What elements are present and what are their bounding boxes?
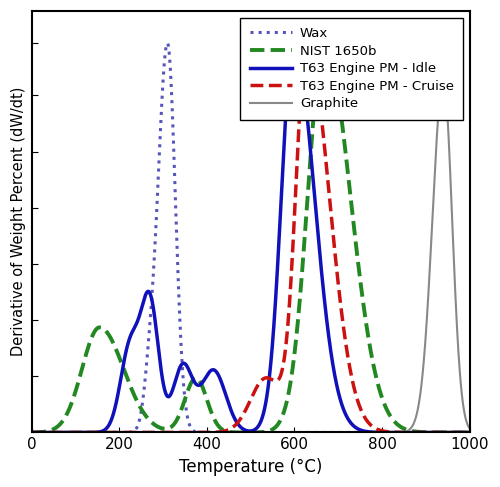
Line: T63 Engine PM - Cruise: T63 Engine PM - Cruise	[32, 43, 469, 432]
T63 Engine PM - Cruise	[187, 430, 193, 435]
NIST 1650b	[321, 40, 327, 46]
Wax	[354, 430, 360, 435]
T63 Engine PM - Cruise	[307, 45, 313, 51]
T63 Engine PM - Idle	[354, 425, 360, 431]
T63 Engine PM - Idle	[187, 370, 193, 376]
NIST 1650b	[187, 382, 193, 388]
T63 Engine PM - Idle	[307, 143, 313, 149]
T63 Engine PM - Cruise	[466, 430, 472, 435]
Line: T63 Engine PM - Idle: T63 Engine PM - Idle	[32, 43, 469, 432]
NIST 1650b	[50, 426, 56, 432]
Wax	[377, 430, 383, 435]
Wax	[164, 40, 170, 46]
NIST 1650b	[288, 378, 294, 384]
NIST 1650b	[307, 161, 313, 167]
Graphite	[28, 430, 34, 435]
T63 Engine PM - Idle	[466, 430, 472, 435]
T63 Engine PM - Idle	[28, 430, 34, 435]
Wax	[466, 430, 472, 435]
Graphite	[354, 430, 360, 435]
X-axis label: Temperature (°C): Temperature (°C)	[179, 458, 322, 476]
Graphite	[187, 430, 193, 435]
T63 Engine PM - Idle	[290, 40, 296, 46]
Line: Wax: Wax	[32, 43, 469, 432]
Graphite	[466, 426, 472, 431]
Graphite	[376, 430, 382, 435]
Wax	[288, 430, 294, 435]
NIST 1650b	[354, 245, 360, 251]
T63 Engine PM - Idle	[50, 430, 56, 435]
T63 Engine PM - Cruise	[304, 40, 310, 46]
NIST 1650b	[377, 388, 383, 394]
T63 Engine PM - Cruise	[50, 430, 56, 435]
Graphite	[50, 430, 56, 435]
T63 Engine PM - Idle	[377, 430, 383, 435]
NIST 1650b	[466, 430, 472, 435]
Line: NIST 1650b: NIST 1650b	[32, 43, 469, 432]
Wax	[307, 430, 313, 435]
Graphite	[440, 76, 446, 82]
T63 Engine PM - Idle	[288, 50, 294, 56]
Graphite	[288, 430, 294, 435]
Wax	[28, 430, 34, 435]
Legend: Wax, NIST 1650b, T63 Engine PM - Idle, T63 Engine PM - Cruise, Graphite: Wax, NIST 1650b, T63 Engine PM - Idle, T…	[240, 18, 463, 120]
Y-axis label: Derivative of Weight Percent (dW/dt): Derivative of Weight Percent (dW/dt)	[11, 87, 26, 356]
Wax	[50, 430, 56, 435]
T63 Engine PM - Cruise	[288, 280, 294, 286]
T63 Engine PM - Cruise	[377, 427, 383, 433]
T63 Engine PM - Cruise	[28, 430, 34, 435]
Line: Graphite: Graphite	[32, 79, 469, 432]
Graphite	[307, 430, 313, 435]
T63 Engine PM - Cruise	[354, 393, 360, 399]
Wax	[188, 424, 194, 430]
NIST 1650b	[28, 430, 34, 435]
